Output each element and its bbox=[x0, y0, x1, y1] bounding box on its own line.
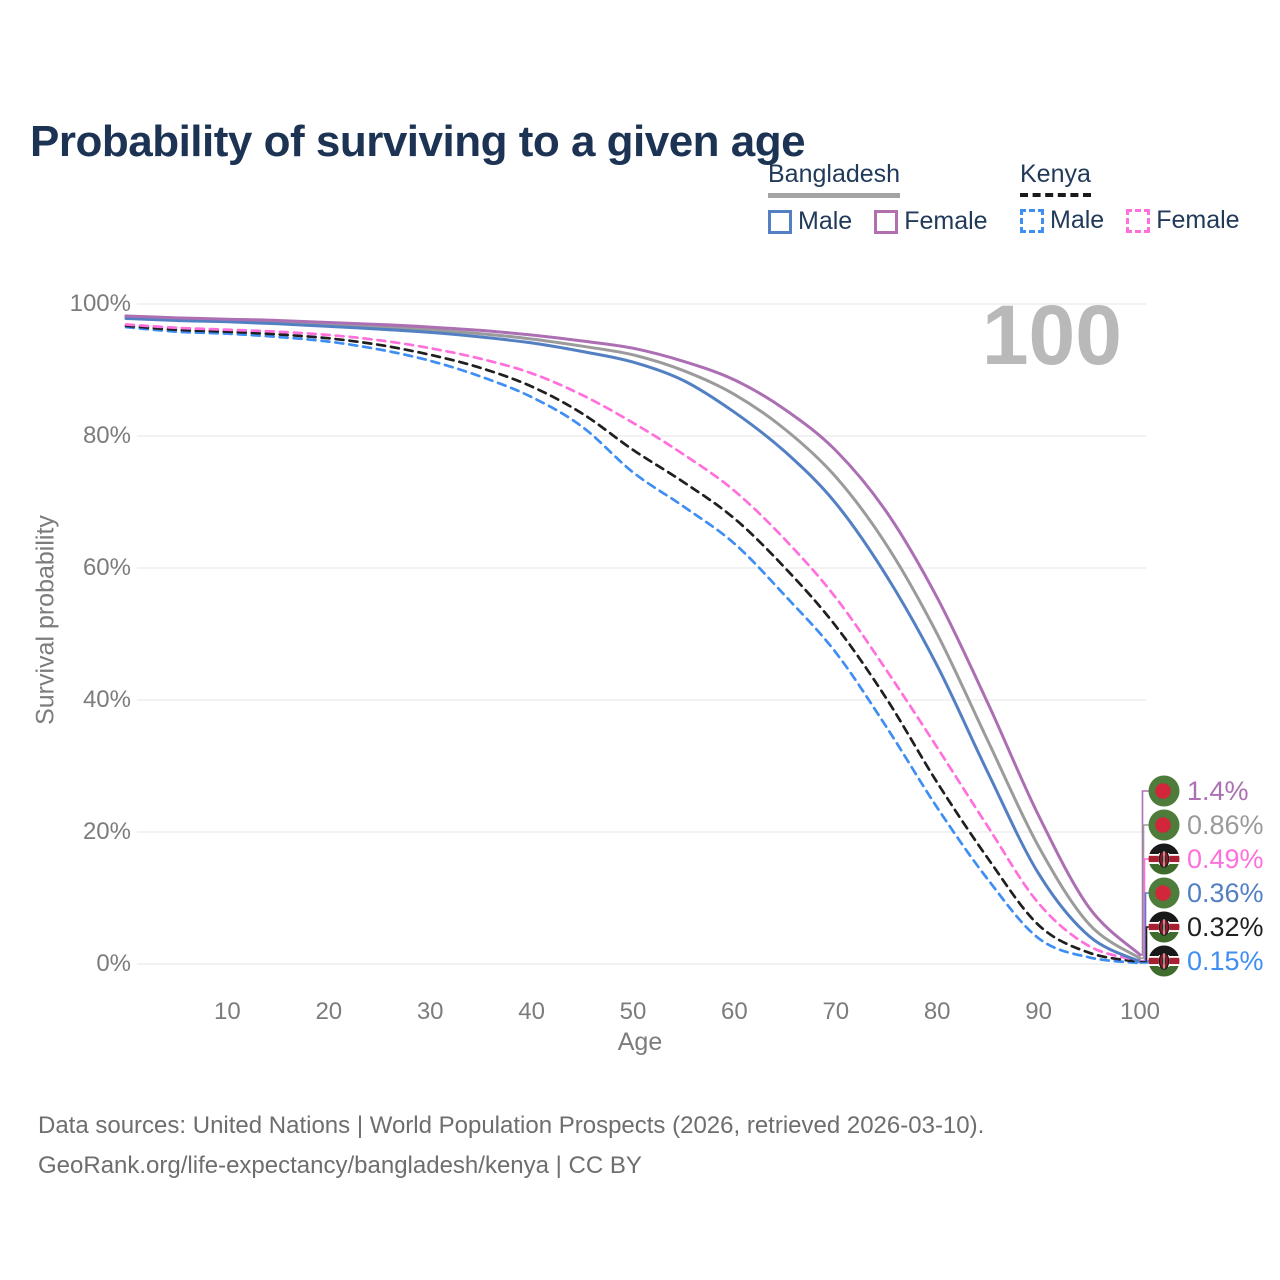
end-label-kenya[interactable]: 0.32% bbox=[1148, 910, 1264, 944]
kenya-flag-icon bbox=[1148, 945, 1180, 977]
x-tick-label: 20 bbox=[315, 998, 343, 1025]
x-tick-label: 10 bbox=[214, 998, 241, 1025]
page-title: Probability of surviving to a given age bbox=[30, 117, 806, 167]
end-label-connector bbox=[1140, 790, 1152, 956]
end-label-value: 0.36% bbox=[1187, 877, 1264, 908]
x-tick-label: 50 bbox=[619, 998, 647, 1025]
end-label-bangladesh-male[interactable]: 0.36% bbox=[1148, 876, 1264, 910]
y-tick-label: 100% bbox=[69, 290, 131, 317]
legend-country-bangladesh[interactable]: Bangladesh bbox=[768, 160, 901, 198]
y-tick-label: 40% bbox=[82, 686, 131, 713]
x-axis-title: Age bbox=[617, 1028, 663, 1056]
bangladesh-flag-icon bbox=[1148, 877, 1180, 909]
end-label-value: 1.4% bbox=[1187, 775, 1249, 806]
end-label-connector bbox=[1140, 824, 1152, 960]
legend-row-kenya: Male Female bbox=[1020, 206, 1262, 235]
legend-swatch-kenya-female[interactable] bbox=[1126, 208, 1151, 233]
series-line-kenya-male[interactable] bbox=[124, 325, 1142, 965]
y-tick-label: 20% bbox=[82, 818, 131, 845]
footer-sources: Data sources: United Nations | World Pop… bbox=[38, 1112, 985, 1139]
legend-label-kenya-female[interactable]: Female bbox=[1156, 206, 1240, 234]
footer: Data sources: United Nations | World Pop… bbox=[38, 1106, 984, 1186]
bangladesh-flag-icon bbox=[1148, 775, 1180, 807]
legend-label-bangladesh-female[interactable]: Female bbox=[904, 207, 988, 235]
footer-link: GeoRank.org/life-expectancy/bangladesh/k… bbox=[38, 1152, 642, 1179]
y-tick-label: 80% bbox=[82, 422, 131, 449]
legend-group-kenya: Kenya Male Female bbox=[1020, 160, 1262, 235]
x-tick-label: 80 bbox=[923, 998, 951, 1025]
end-label-bangladesh[interactable]: 0.86% bbox=[1148, 808, 1264, 842]
y-tick-label: 60% bbox=[82, 554, 131, 581]
legend-row-bangladesh: Male Female bbox=[768, 207, 1010, 236]
series-line-bangladesh-female[interactable] bbox=[124, 314, 1142, 957]
legend-group-bangladesh: Bangladesh Male Female bbox=[768, 160, 1010, 236]
end-label-kenya-male[interactable]: 0.15% bbox=[1148, 944, 1264, 978]
x-tick-label: 30 bbox=[416, 998, 444, 1025]
series-line-bangladesh-male[interactable] bbox=[124, 317, 1142, 964]
x-tick-label: 100 bbox=[1119, 998, 1161, 1025]
legend-swatch-bangladesh-male[interactable] bbox=[768, 209, 792, 234]
legend-country-kenya[interactable]: Kenya bbox=[1020, 160, 1091, 197]
kenya-flag-icon bbox=[1148, 843, 1180, 875]
end-label-bangladesh-female[interactable]: 1.4% bbox=[1148, 774, 1249, 808]
x-tick-label: 90 bbox=[1025, 998, 1052, 1025]
end-label-value: 0.49% bbox=[1187, 843, 1264, 874]
age-counter-watermark: 100 bbox=[981, 288, 1122, 382]
end-label-value: 0.32% bbox=[1187, 911, 1264, 942]
legend-swatch-kenya-male[interactable] bbox=[1020, 208, 1044, 233]
series-line-bangladesh[interactable] bbox=[124, 315, 1142, 960]
bangladesh-flag-icon bbox=[1148, 809, 1180, 841]
legend-swatch-bangladesh-female[interactable] bbox=[874, 209, 899, 234]
end-label-value: 0.86% bbox=[1187, 809, 1264, 840]
kenya-flag-icon bbox=[1148, 911, 1180, 943]
x-tick-label: 60 bbox=[721, 998, 748, 1025]
x-tick-label: 40 bbox=[518, 998, 545, 1025]
end-label-value: 0.15% bbox=[1187, 945, 1264, 976]
series-line-kenya-female[interactable] bbox=[124, 323, 1142, 963]
series-line-kenya[interactable] bbox=[124, 324, 1142, 964]
x-tick-label: 70 bbox=[822, 998, 850, 1025]
end-label-kenya-female[interactable]: 0.49% bbox=[1148, 842, 1264, 876]
legend-label-kenya-male[interactable]: Male bbox=[1050, 206, 1105, 234]
legend-label-bangladesh-male[interactable]: Male bbox=[798, 207, 853, 235]
y-tick-label: 0% bbox=[96, 950, 131, 977]
